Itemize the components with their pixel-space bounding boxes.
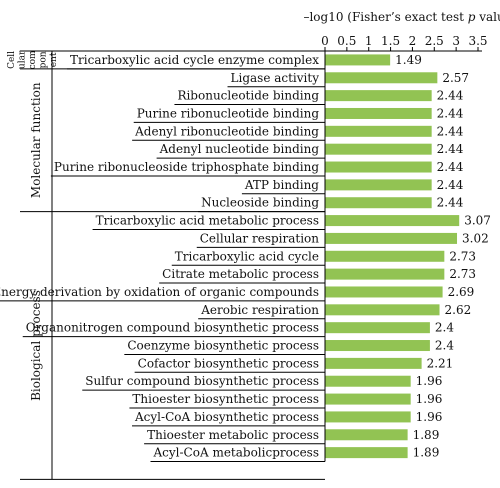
- category-label: Tricarboxylic acid cycle: [175, 249, 319, 263]
- value-label: 2.44: [437, 178, 464, 192]
- category-label: Ribonucleotide binding: [177, 89, 319, 103]
- bar: [325, 161, 432, 173]
- category-label: Tricarboxylic acid metabolic process: [96, 214, 319, 228]
- bar: [325, 322, 430, 334]
- category-label: Cellular respiration: [200, 231, 320, 245]
- category-label: Tricarboxylic acid cycle enzyme complex: [70, 53, 319, 67]
- category-label: Thioester biosynthetic process: [132, 392, 319, 406]
- value-label: 1.96: [416, 374, 443, 388]
- value-label: 1.49: [395, 53, 422, 67]
- category-label: Nucleoside binding: [201, 196, 319, 210]
- x-axis-title: –log10 (Fisher’s exact test p value): [303, 10, 500, 24]
- category-label: Purine ribonucleotide binding: [137, 106, 320, 120]
- bar: [325, 250, 445, 262]
- value-label: 2.73: [449, 267, 476, 281]
- category-label: Acyl-CoA metabolicprocess: [153, 446, 320, 460]
- group-label-part: ent: [49, 52, 59, 67]
- category-label: Adenyl ribonucleotide binding: [134, 124, 319, 138]
- category-label: Cofactor biosynthetic process: [138, 356, 319, 370]
- x-tick-label: 0: [321, 34, 329, 48]
- category-label: Acyl-CoA biosynthetic process: [134, 410, 319, 424]
- value-label: 1.89: [413, 428, 440, 442]
- bar: [325, 411, 411, 423]
- bar: [325, 357, 422, 369]
- value-label: 2.44: [437, 142, 464, 156]
- category-label: Energy derivation by oxidation of organi…: [0, 285, 319, 299]
- category-label: Thioester metabolic process: [147, 428, 319, 442]
- x-tick-label: 0.5: [337, 34, 356, 48]
- group-label-part: com: [28, 50, 38, 69]
- bar: [325, 125, 432, 137]
- group-labels: Cell ular com pon ent Molecular function Biolo…: [7, 50, 325, 480]
- value-label: 3.02: [462, 231, 489, 245]
- category-brackets: [0, 68, 325, 463]
- bar: [325, 179, 432, 191]
- value-label: 1.89: [413, 446, 440, 460]
- x-tick-label: 1.5: [381, 34, 400, 48]
- value-label: 2.44: [437, 160, 464, 174]
- bar: [325, 90, 432, 102]
- category-label: Purine ribonucleoside triphosphate bindi…: [54, 160, 319, 174]
- bar: [325, 72, 438, 84]
- bar: [325, 393, 411, 405]
- category-label: ATP binding: [244, 178, 319, 192]
- value-label: 2.62: [445, 303, 472, 317]
- bar: [325, 429, 408, 441]
- x-tick-label: 2.5: [425, 34, 444, 48]
- value-labels: 1.492.572.442.442.442.442.442.442.443.07…: [395, 53, 491, 460]
- bar: [325, 286, 443, 298]
- bar: [325, 107, 432, 119]
- category-label: Aerobic respiration: [200, 303, 319, 317]
- value-label: 2.44: [437, 196, 464, 210]
- bar: [325, 197, 432, 209]
- bar: [325, 447, 408, 459]
- group-label: Biological process: [29, 290, 43, 401]
- bar: [325, 54, 391, 66]
- value-label: 2.57: [442, 71, 469, 85]
- bar: [325, 340, 430, 352]
- value-label: 2.73: [449, 249, 476, 263]
- x-tick-label: 3: [452, 34, 460, 48]
- group-label-part: ular: [18, 50, 28, 69]
- value-label: 1.96: [416, 410, 443, 424]
- x-tick-label: 1: [365, 34, 373, 48]
- value-label: 2.44: [437, 124, 464, 138]
- group-label-part: Cell: [7, 51, 17, 69]
- bar: [325, 268, 445, 280]
- group-label: Molecular function: [29, 82, 43, 198]
- category-labels: Tricarboxylic acid cycle enzyme complex L…: [0, 53, 319, 460]
- category-label: Citrate metabolic process: [162, 267, 319, 281]
- category-label: Adenyl nucleotide binding: [159, 142, 320, 156]
- x-axis-ticks: 0 0.5 1 1.5 2 2.5 3 3.5: [321, 34, 488, 51]
- bar: [325, 215, 460, 227]
- category-label: Organonitrogen compound biosynthetic pro…: [26, 321, 319, 335]
- category-label: Sulfur compound biosynthetic process: [85, 374, 319, 388]
- bars: [325, 54, 460, 459]
- bar: [325, 143, 432, 155]
- bar: [325, 375, 411, 387]
- group-label-part: pon: [39, 51, 49, 68]
- value-label: 1.96: [416, 392, 443, 406]
- value-label: 2.4: [435, 339, 454, 353]
- value-label: 2.4: [435, 321, 454, 335]
- value-label: 2.44: [437, 89, 464, 103]
- x-tick-label: 2: [409, 34, 417, 48]
- category-label: Ligase activity: [231, 71, 320, 85]
- bar: [325, 232, 458, 244]
- value-label: 3.07: [464, 214, 491, 228]
- bar: [325, 304, 440, 316]
- x-tick-label: 3.5: [468, 34, 487, 48]
- value-label: 2.69: [448, 285, 475, 299]
- value-label: 2.21: [427, 356, 454, 370]
- value-label: 2.44: [437, 106, 464, 120]
- category-label: Coenzyme biosynthetic process: [127, 339, 319, 353]
